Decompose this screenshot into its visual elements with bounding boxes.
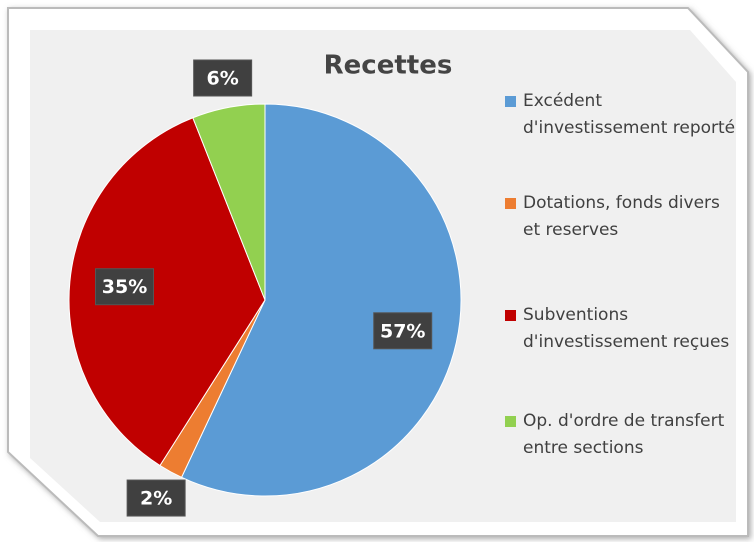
data-label-text: 2% [140, 488, 172, 510]
legend-label: Op. d'ordre de transfert entre sections [523, 411, 725, 458]
data-label: 35% [95, 268, 155, 306]
legend-item: Dotations, fonds divers et reserves [505, 190, 740, 244]
data-label-text: 35% [102, 276, 147, 298]
data-label-text: 6% [207, 68, 239, 90]
legend-swatch [505, 96, 516, 107]
legend-item: Subventions d'investissement reçues [505, 302, 740, 356]
pie-slice [180, 103, 462, 497]
data-label-box [126, 479, 186, 517]
legend-label: Subventions d'investissement reçues [523, 305, 730, 352]
legend-swatch [505, 416, 516, 427]
data-label-text: 57% [380, 320, 425, 342]
pie-slice [68, 117, 266, 467]
data-label: 2% [126, 479, 186, 517]
data-label-box [373, 312, 433, 350]
legend-swatch [505, 198, 516, 209]
pie-slice [192, 103, 266, 301]
data-label: 6% [193, 59, 253, 97]
data-labels: 57% 2% 35% 6% [95, 59, 433, 517]
legend: Excédent d'investissement reporté Dotatio… [505, 88, 740, 462]
data-label-box [95, 268, 155, 306]
legend-swatch [505, 310, 516, 321]
legend-item: Excédent d'investissement reporté [505, 88, 740, 142]
data-label-box [193, 59, 253, 97]
chart-title: Recettes [324, 51, 453, 81]
legend-label: Dotations, fonds divers et reserves [523, 193, 720, 240]
legend-label: Excédent d'investissement reporté [523, 91, 736, 138]
legend-item: Op. d'ordre de transfert entre sections [505, 408, 740, 462]
pie [68, 103, 462, 497]
data-label: 57% [373, 312, 433, 350]
